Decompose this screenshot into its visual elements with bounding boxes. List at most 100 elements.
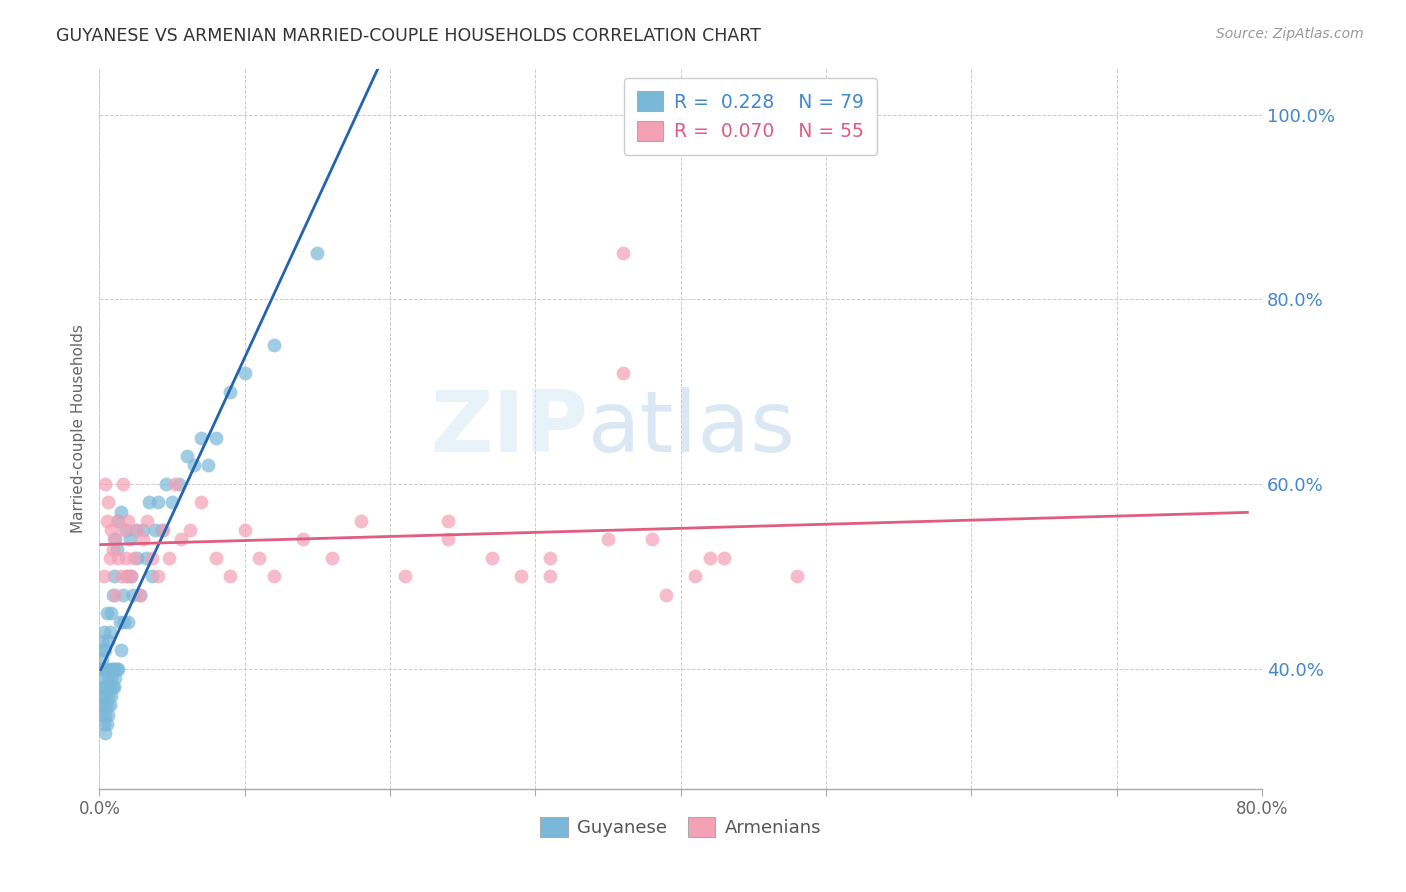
Point (190, 431, 212, 445)
Point (699, 550, 721, 565)
Point (96, 680, 118, 694)
Point (437, 514, 460, 528)
Point (160, 495, 183, 509)
Point (94, 726, 117, 740)
Point (538, 550, 561, 565)
Point (219, 569, 242, 583)
Point (104, 671, 127, 685)
Point (683, 569, 706, 583)
Point (394, 569, 416, 583)
Point (120, 569, 142, 583)
Point (204, 431, 226, 445)
Point (321, 550, 343, 565)
Point (91, 690, 114, 704)
Point (596, 533, 619, 547)
Point (135, 550, 157, 565)
Point (103, 569, 125, 583)
Point (96, 698, 118, 713)
Point (93, 680, 115, 694)
Point (307, 246, 329, 260)
Point (91, 671, 114, 685)
Point (170, 533, 193, 547)
Point (612, 246, 634, 260)
Point (101, 588, 124, 602)
Point (98, 624, 121, 639)
Point (103, 661, 125, 675)
Point (96, 661, 118, 675)
Point (105, 541, 128, 556)
Point (90, 643, 112, 657)
Point (97, 671, 120, 685)
Point (263, 338, 285, 352)
Point (247, 550, 270, 565)
Point (204, 550, 226, 565)
Point (538, 569, 561, 583)
Point (197, 458, 219, 473)
Point (437, 533, 460, 547)
Point (190, 495, 212, 509)
Point (100, 671, 122, 685)
Point (612, 366, 634, 380)
Point (176, 449, 198, 463)
Point (111, 477, 134, 491)
Point (101, 541, 124, 556)
Point (713, 550, 735, 565)
Point (124, 550, 146, 565)
Point (138, 495, 160, 509)
Point (97, 690, 120, 704)
Point (291, 533, 314, 547)
Point (93, 569, 115, 583)
Point (157, 550, 180, 565)
Point (104, 588, 127, 602)
Point (125, 523, 148, 537)
Point (509, 569, 531, 583)
Point (100, 523, 122, 537)
Point (94, 707, 117, 722)
Point (101, 680, 124, 694)
Point (98, 550, 121, 565)
Point (103, 680, 125, 694)
Point (118, 533, 141, 547)
Point (90, 661, 112, 675)
Point (112, 615, 135, 630)
Point (90, 680, 112, 694)
Point (105, 661, 128, 675)
Point (132, 523, 155, 537)
Point (136, 514, 159, 528)
Point (101, 661, 124, 675)
Point (263, 569, 285, 583)
Point (219, 384, 242, 399)
Point (350, 514, 373, 528)
Y-axis label: Married-couple Households: Married-couple Households (72, 324, 86, 533)
Point (146, 495, 169, 509)
Point (114, 523, 136, 537)
Point (129, 588, 152, 602)
Point (97, 633, 120, 648)
Point (655, 588, 678, 602)
Text: ZIP: ZIP (430, 387, 588, 470)
Point (107, 661, 129, 675)
Point (233, 523, 256, 537)
Point (111, 588, 134, 602)
Text: Source: ZipAtlas.com: Source: ZipAtlas.com (1216, 27, 1364, 41)
Point (100, 690, 122, 704)
Point (98, 698, 121, 713)
Point (141, 550, 163, 565)
Point (93, 661, 115, 675)
Point (117, 514, 139, 528)
Point (112, 523, 135, 537)
Point (640, 533, 662, 547)
Point (127, 523, 149, 537)
Point (110, 569, 132, 583)
Point (110, 505, 132, 519)
Text: GUYANESE VS ARMENIAN MARRIED-COUPLE HOUSEHOLDS CORRELATION CHART: GUYANESE VS ARMENIAN MARRIED-COUPLE HOUS… (56, 27, 761, 45)
Point (129, 588, 152, 602)
Point (98, 680, 121, 694)
Point (115, 569, 138, 583)
Point (91, 633, 114, 648)
Point (97, 495, 120, 509)
Point (155, 477, 177, 491)
Point (94, 690, 117, 704)
Text: atlas: atlas (588, 387, 796, 470)
Point (107, 514, 129, 528)
